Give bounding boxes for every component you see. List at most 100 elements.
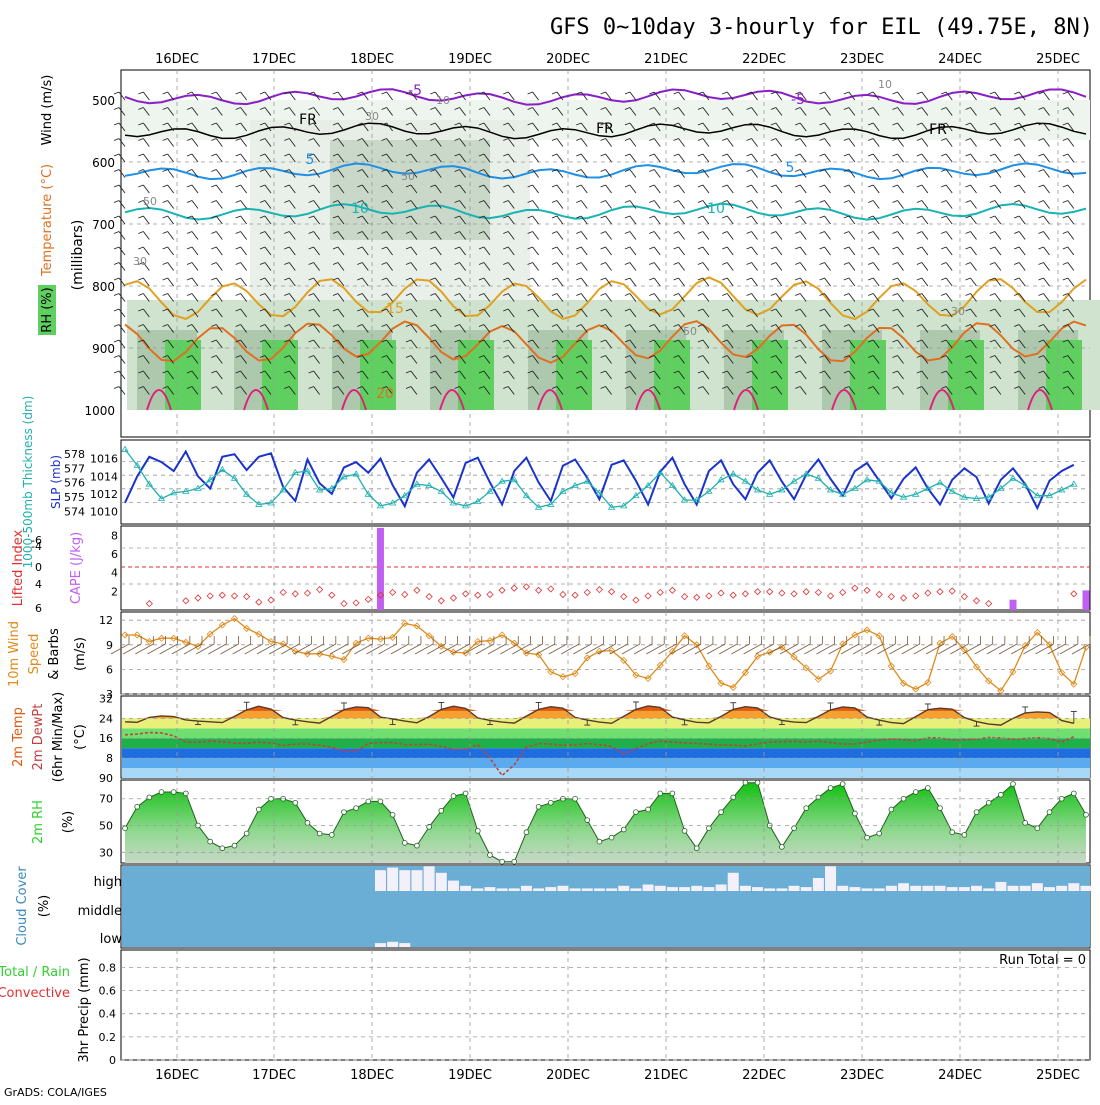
wind10-barb: [646, 636, 665, 655]
wind-barb: [259, 231, 272, 240]
wind10-panel: 3 6 9 12 10m Wind Speed & Barbs (m/s): [7, 611, 1091, 701]
wind-barb: [1014, 138, 1026, 147]
wind-barb: [1062, 324, 1075, 333]
rh-shading: [122, 100, 1100, 410]
date-label-bottom: 21DEC: [644, 1068, 688, 1083]
isotherm-label: FR: [299, 112, 317, 128]
wind-barb: [405, 293, 418, 302]
wind-barb: [868, 308, 880, 318]
wind-barb: [600, 308, 612, 318]
thickness-marker: [826, 486, 835, 493]
wind-barb: [673, 293, 685, 302]
wind-barb: [1038, 262, 1050, 271]
cloud-level-low: low: [100, 932, 123, 947]
wind-barb: [211, 386, 223, 395]
li-tick: -4: [31, 540, 42, 553]
wind-barb: [722, 262, 734, 271]
li-marker: [985, 600, 993, 608]
li-marker: [948, 587, 956, 595]
li-marker: [437, 597, 445, 605]
date-label-top: 17DEC: [252, 52, 296, 67]
li-marker: [899, 594, 908, 602]
wind-barb: [941, 246, 953, 256]
wind-barb: [941, 138, 953, 147]
wind-barb: [600, 355, 612, 364]
rh-marker: [474, 828, 481, 834]
wind-barb: [454, 122, 466, 132]
wind-barb: [527, 231, 539, 240]
wind10-barb: [1035, 636, 1054, 655]
wind-barb: [1038, 324, 1050, 333]
wind10-barb: [962, 636, 981, 655]
rh-marker: [499, 858, 505, 865]
wind-barb: [1062, 277, 1075, 287]
cape-side-label: CAPE (J/kg): [69, 532, 84, 604]
wind-barb: [527, 386, 539, 395]
wind10-marker: [948, 633, 956, 641]
cloud-high-bar: [1031, 883, 1043, 891]
precip-tick: 0.8: [99, 961, 117, 974]
cloud-high-bar: [691, 885, 703, 891]
cloud-high-bar: [739, 885, 751, 891]
wind-barb: [600, 231, 612, 240]
wind-barb: [162, 339, 175, 349]
date-label-bottom: 23DEC: [840, 1068, 884, 1083]
wind-barb: [1062, 169, 1075, 178]
wind-barb: [527, 138, 539, 147]
wind-barb: [381, 138, 393, 147]
precip-frame: [120, 949, 1091, 1061]
wind-barb: [308, 200, 320, 209]
wind-barb: [357, 184, 369, 194]
wind-barb: [624, 339, 637, 349]
thickness-marker: [121, 445, 129, 452]
wind10-marker: [1033, 628, 1041, 637]
wind-barb: [746, 122, 758, 132]
wind-barb: [503, 277, 515, 287]
wind-barb: [576, 355, 588, 364]
wind-barb: [405, 308, 418, 318]
wind-barb: [770, 308, 783, 318]
wind-barb: [624, 169, 637, 178]
cloud-high-bar: [630, 888, 642, 891]
wind-barb: [478, 107, 491, 116]
wind-barb: [211, 200, 223, 209]
rh-marker: [1034, 825, 1041, 831]
wind10-marker: [972, 663, 981, 671]
cloud-high-bar: [922, 885, 934, 891]
rh2m-side-labels: 2m RH (%): [31, 800, 76, 844]
wind-barb: [1014, 107, 1026, 116]
wind-barb: [235, 231, 248, 240]
isotherm-25: [635, 389, 661, 411]
wind-barb: [381, 231, 393, 240]
li-marker: [693, 593, 701, 601]
wind-barb: [916, 153, 929, 163]
li-marker: [510, 584, 518, 592]
date-label-top: 21DEC: [644, 52, 688, 67]
wind10-marker: [547, 668, 555, 676]
wind-barb: [186, 277, 199, 287]
wind-barb: [551, 184, 564, 194]
wind10-barb: [633, 636, 653, 655]
wind-barb: [576, 138, 588, 147]
wind-barb: [673, 122, 685, 132]
wind-barb: [843, 231, 856, 240]
wind-barb: [503, 386, 515, 395]
wind-barb: [284, 184, 296, 194]
rh-marker: [985, 799, 992, 806]
wind-barb: [649, 169, 661, 178]
isotherm-10: [124, 202, 1087, 221]
wind-barb: [235, 262, 248, 271]
wind10-barb: [560, 636, 580, 655]
wind-barb: [186, 138, 199, 147]
wind10-barb: [925, 636, 945, 655]
wind10-barb: [439, 636, 458, 655]
rh-marker: [706, 825, 712, 831]
wind-barb: [113, 122, 126, 132]
wind-barb: [211, 184, 223, 194]
wind-barb: [259, 277, 272, 287]
wind-barb: [989, 293, 1002, 302]
cape-bar: [376, 527, 384, 610]
wind10-barb: [865, 636, 884, 655]
wind10-marker: [1070, 680, 1078, 688]
wind-barb: [624, 215, 637, 225]
